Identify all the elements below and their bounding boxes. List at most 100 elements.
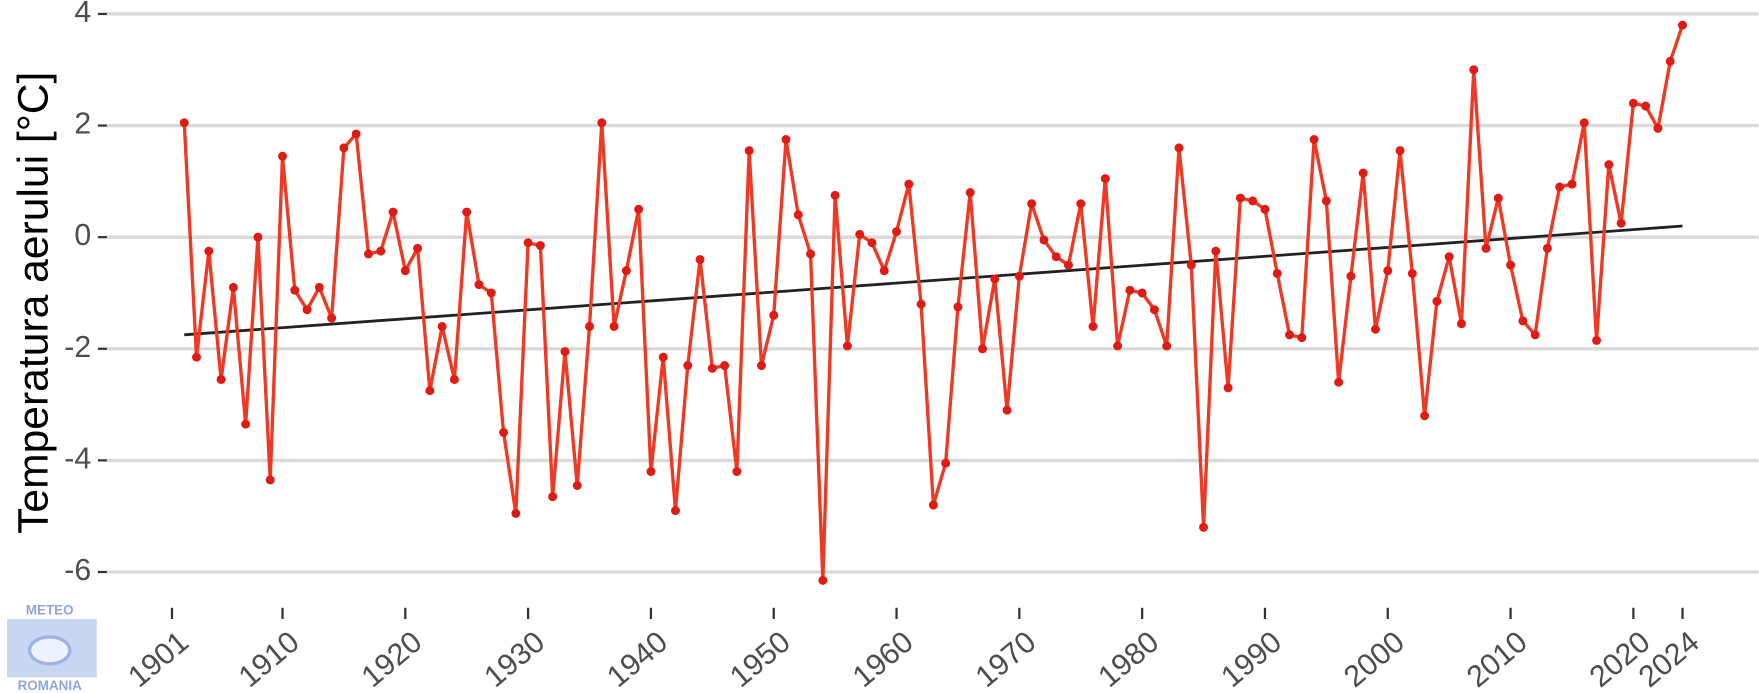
- data-point: [953, 302, 963, 312]
- data-point: [1334, 377, 1344, 387]
- data-point: [1174, 143, 1184, 153]
- data-point: [744, 146, 754, 156]
- data-point: [1137, 288, 1147, 298]
- data-point: [1469, 65, 1479, 75]
- data-point: [769, 310, 779, 320]
- data-point: [830, 190, 840, 200]
- x-tick-label: 2000: [1338, 625, 1411, 693]
- data-point: [388, 207, 398, 217]
- data-point: [1285, 330, 1295, 340]
- data-point: [535, 241, 545, 251]
- data-point: [1456, 319, 1466, 329]
- data-point: [1297, 333, 1307, 343]
- data-point: [1039, 235, 1049, 245]
- data-point: [339, 143, 349, 153]
- data-point: [548, 492, 558, 502]
- y-tick-label: -4: [64, 442, 91, 475]
- data-point: [1641, 101, 1651, 111]
- data-point: [1063, 260, 1073, 270]
- data-point: [1027, 199, 1037, 209]
- y-tick-label: -6: [64, 554, 91, 587]
- data-point: [1395, 146, 1405, 156]
- data-point: [1493, 193, 1503, 203]
- data-point: [1346, 271, 1356, 281]
- data-point: [904, 179, 914, 189]
- data-point: [327, 313, 337, 323]
- data-point: [1113, 341, 1123, 351]
- data-point: [1235, 193, 1245, 203]
- data-point: [683, 361, 693, 371]
- data-point: [486, 288, 496, 298]
- data-point: [1223, 383, 1233, 393]
- data-point: [707, 363, 717, 373]
- data-point: [965, 188, 975, 198]
- data-point: [1420, 411, 1430, 421]
- data-point: [1383, 266, 1393, 276]
- data-point: [290, 285, 300, 295]
- data-point: [1014, 271, 1024, 281]
- data-point: [646, 467, 656, 477]
- data-point: [437, 321, 447, 331]
- y-tick-label: 0: [74, 219, 91, 252]
- data-point: [1567, 179, 1577, 189]
- data-point: [572, 481, 582, 490]
- data-point: [511, 508, 521, 518]
- data-point: [892, 227, 902, 237]
- data-point: [1309, 135, 1319, 144]
- data-point: [1432, 296, 1442, 306]
- data-point: [867, 238, 877, 248]
- data-point: [1678, 20, 1687, 30]
- data-point: [179, 118, 189, 128]
- data-point: [523, 238, 533, 248]
- data-point: [658, 352, 668, 362]
- data-point: [1100, 174, 1110, 184]
- trend-line: [184, 224, 1683, 337]
- data-point: [1211, 246, 1221, 256]
- data-point: [756, 361, 766, 371]
- data-point: [842, 341, 852, 351]
- y-tick-label: 2: [74, 108, 91, 141]
- data-point: [1088, 321, 1098, 331]
- data-point: [1506, 260, 1516, 270]
- data-point: [376, 246, 386, 256]
- data-point: [1076, 199, 1086, 209]
- data-point: [670, 506, 680, 516]
- data-point: [732, 467, 742, 477]
- data-point: [560, 347, 570, 357]
- data-point: [793, 210, 803, 220]
- data-point: [928, 500, 938, 510]
- data-point: [855, 229, 865, 239]
- data-point: [1444, 252, 1454, 262]
- data-point: [1592, 335, 1602, 345]
- data-point: [1321, 196, 1331, 206]
- data-point: [1149, 305, 1159, 315]
- data-point: [1407, 268, 1417, 278]
- x-tick-label: 1940: [601, 625, 674, 693]
- data-point: [941, 458, 951, 468]
- data-point: [609, 321, 619, 331]
- data-point: [253, 232, 263, 242]
- logo-text: METEO: [26, 603, 74, 618]
- data-point: [1616, 218, 1626, 228]
- data-point: [449, 374, 459, 384]
- data-point: [720, 361, 730, 371]
- logo-text: ROMANIA: [18, 678, 82, 693]
- data-point: [818, 575, 828, 585]
- data-point: [1272, 268, 1282, 278]
- data-point: [1518, 316, 1528, 326]
- data-point: [1542, 243, 1552, 253]
- data-point: [1481, 243, 1491, 253]
- data-point: [1002, 405, 1012, 415]
- data-point: [634, 204, 644, 214]
- data-point: [1199, 522, 1209, 532]
- data-point: [1186, 260, 1196, 270]
- data-point: [400, 266, 410, 276]
- x-tick-label: 1990: [1215, 625, 1288, 693]
- data-point: [1248, 196, 1258, 206]
- data-point: [462, 207, 472, 217]
- data-point: [1051, 252, 1061, 262]
- data-point: [1530, 330, 1540, 340]
- x-tick-label: 1970: [970, 625, 1043, 693]
- data-point: [781, 135, 791, 144]
